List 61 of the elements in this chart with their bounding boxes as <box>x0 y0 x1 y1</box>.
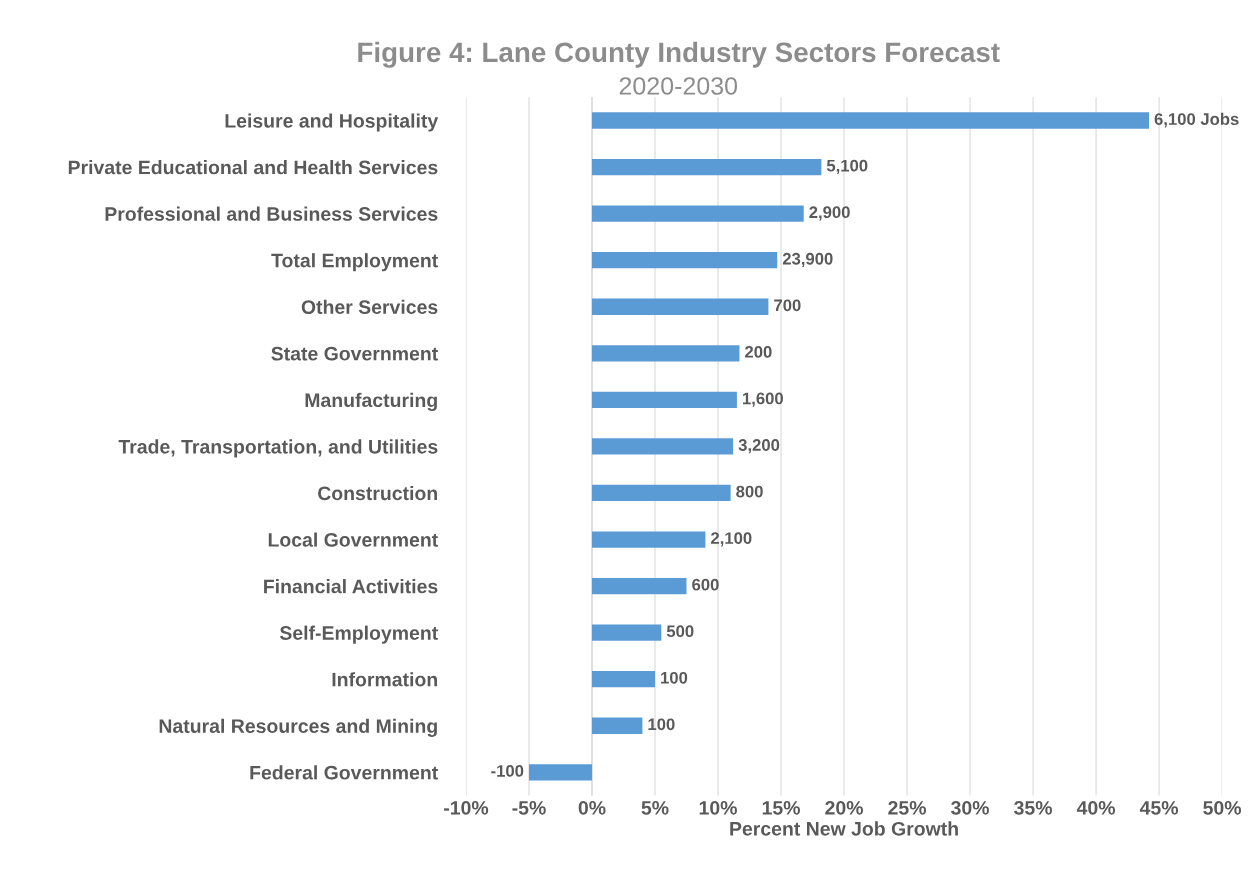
x-axis-title: Percent New Job Growth <box>730 821 958 836</box>
annotation: 500 <box>666 625 694 638</box>
y-tick-label: State Government <box>271 346 438 361</box>
y-tick-label: Information <box>332 672 437 687</box>
bar <box>591 624 662 641</box>
annotation: 700 <box>774 299 801 312</box>
bar <box>591 577 687 595</box>
bar <box>591 484 731 502</box>
y-tick-label: Total Employment <box>271 253 438 272</box>
x-tick-label: 0% <box>578 800 606 815</box>
bar <box>591 391 737 409</box>
annotation: 23,900 <box>782 252 833 268</box>
bar <box>591 345 740 362</box>
y-tick-label: Federal Government <box>250 765 438 780</box>
annotation: 1,600 <box>743 392 783 407</box>
y-tick-label: Trade, Transportation, and Utilities <box>118 439 438 458</box>
annotation: 2,100 <box>711 532 752 547</box>
bar <box>591 158 822 176</box>
annotation: 100 <box>648 718 675 731</box>
x-tick-label: -10% <box>444 800 489 815</box>
y-tick-label: Local Government <box>268 532 438 547</box>
x-tick-label: 15% <box>762 801 800 815</box>
y-tick-label: Professional and Business Services <box>105 206 438 221</box>
bar <box>591 671 655 688</box>
annotation: -100 <box>491 764 524 777</box>
x-tick-label: 25% <box>888 800 926 815</box>
x-tick-label: 45% <box>1139 801 1179 815</box>
bar <box>591 298 769 315</box>
x-tick-label: -5% <box>512 801 546 815</box>
x-tick-label: 5% <box>641 801 669 815</box>
bar <box>528 764 592 781</box>
x-tick-label: 30% <box>951 800 989 815</box>
annotation: 800 <box>736 485 763 498</box>
annotation: 6,100 Jobs <box>1154 112 1239 128</box>
y-tick-label: Construction <box>318 485 437 501</box>
bar <box>591 438 734 455</box>
y-tick-label: Private Educational and Health Services <box>68 160 438 175</box>
y-tick-label: Self-Employment <box>279 625 438 644</box>
annotation: 600 <box>692 578 719 591</box>
annotation: 5,100 <box>826 159 868 174</box>
y-tick-label: Other Services <box>301 299 438 314</box>
annotation: 100 <box>661 671 688 684</box>
annotation: 200 <box>745 345 772 358</box>
y-tick-label: Natural Resources and Mining <box>159 718 437 737</box>
chart-subtitle: 2020-2030 <box>619 77 738 95</box>
bar <box>591 205 804 222</box>
x-tick-label: 40% <box>1076 800 1116 815</box>
bar <box>591 717 643 734</box>
y-tick-label: Leisure and Hospitality <box>225 113 439 132</box>
annotation: 2,900 <box>809 206 850 221</box>
annotation: 3,200 <box>738 439 780 454</box>
x-tick-label: 50% <box>1203 800 1242 815</box>
y-tick-label: Financial Activities <box>264 579 438 594</box>
bar <box>591 112 1149 129</box>
x-tick-label: 35% <box>1014 800 1053 815</box>
bar <box>591 252 778 269</box>
y-tick-label: Manufacturing <box>305 392 437 412</box>
chart-title: Figure 4: Lane County Industry Sectors Forecast <box>358 41 1000 68</box>
x-tick-label: 10% <box>699 800 737 815</box>
bar <box>591 531 706 548</box>
x-tick-label: 20% <box>825 800 863 815</box>
